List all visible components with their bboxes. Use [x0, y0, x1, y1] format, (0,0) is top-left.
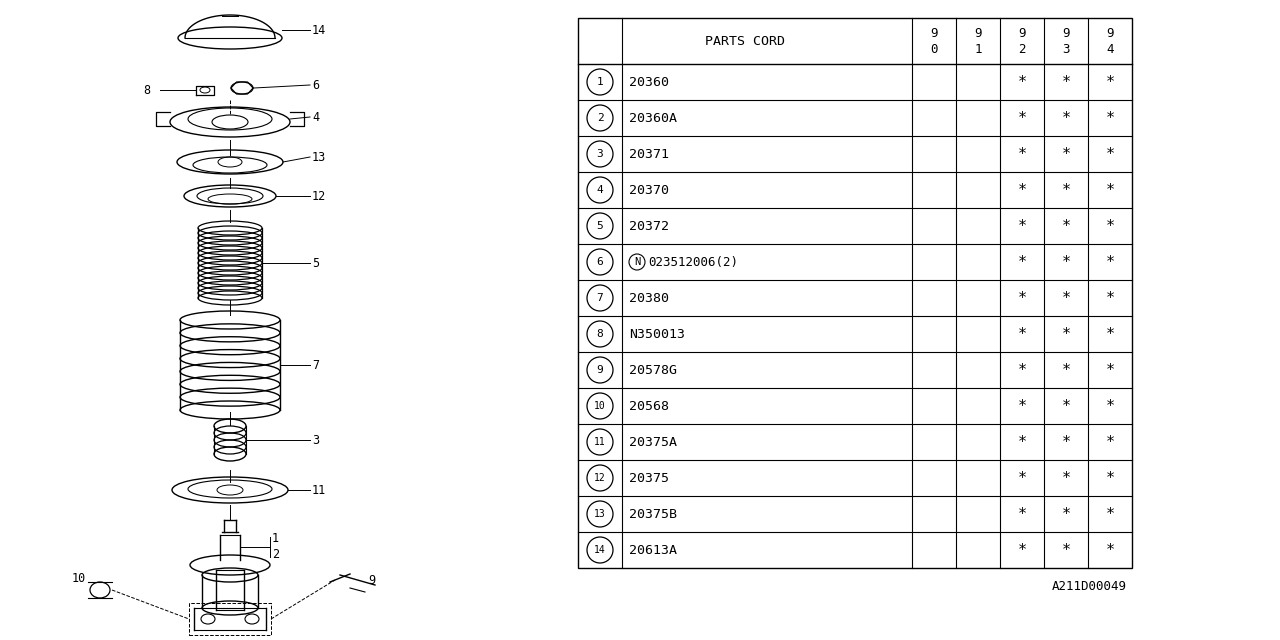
Text: 9: 9 [931, 26, 938, 40]
Text: 2: 2 [596, 113, 603, 123]
Text: *: * [1061, 111, 1070, 125]
Text: *: * [1106, 326, 1115, 342]
Text: *: * [1018, 111, 1027, 125]
Text: *: * [1018, 291, 1027, 305]
Text: 14: 14 [312, 24, 326, 36]
Text: 3: 3 [1062, 42, 1070, 56]
Text: *: * [1061, 470, 1070, 486]
Text: 5: 5 [312, 257, 319, 269]
Text: 9: 9 [974, 26, 982, 40]
Text: *: * [1106, 399, 1115, 413]
Text: *: * [1061, 147, 1070, 161]
Text: 14: 14 [594, 545, 605, 555]
Text: 8: 8 [143, 83, 150, 97]
Text: *: * [1061, 399, 1070, 413]
Text: *: * [1061, 255, 1070, 269]
Text: *: * [1061, 362, 1070, 378]
Text: *: * [1018, 182, 1027, 198]
Text: 9: 9 [1062, 26, 1070, 40]
Text: *: * [1018, 470, 1027, 486]
Text: *: * [1018, 326, 1027, 342]
Text: 1: 1 [596, 77, 603, 87]
Text: 9: 9 [1106, 26, 1114, 40]
Text: 7: 7 [312, 358, 319, 371]
Text: 7: 7 [596, 293, 603, 303]
Text: 20360A: 20360A [628, 111, 677, 125]
Text: *: * [1018, 506, 1027, 522]
Text: 3: 3 [596, 149, 603, 159]
Text: 1: 1 [974, 42, 982, 56]
Text: 4: 4 [312, 111, 319, 124]
Text: *: * [1061, 506, 1070, 522]
Text: *: * [1106, 362, 1115, 378]
Text: 20613A: 20613A [628, 543, 677, 557]
Text: 4: 4 [1106, 42, 1114, 56]
Text: 20380: 20380 [628, 291, 669, 305]
Text: *: * [1106, 111, 1115, 125]
Text: 023512006(2): 023512006(2) [648, 255, 739, 269]
Text: *: * [1106, 147, 1115, 161]
Text: 20370: 20370 [628, 184, 669, 196]
Text: 1: 1 [273, 532, 279, 545]
Text: 9: 9 [1019, 26, 1025, 40]
Text: *: * [1106, 255, 1115, 269]
Text: *: * [1018, 218, 1027, 234]
Text: *: * [1106, 435, 1115, 449]
Text: *: * [1061, 182, 1070, 198]
Text: 20375B: 20375B [628, 508, 677, 520]
Text: *: * [1061, 543, 1070, 557]
Text: N: N [634, 257, 640, 267]
Text: *: * [1061, 291, 1070, 305]
Text: 9: 9 [369, 573, 375, 586]
Text: 11: 11 [312, 483, 326, 497]
Text: *: * [1106, 291, 1115, 305]
Text: 5: 5 [596, 221, 603, 231]
Text: 13: 13 [594, 509, 605, 519]
Text: 11: 11 [594, 437, 605, 447]
Text: N350013: N350013 [628, 328, 685, 340]
Text: *: * [1018, 435, 1027, 449]
Text: *: * [1018, 74, 1027, 90]
Text: 20372: 20372 [628, 220, 669, 232]
Text: *: * [1106, 543, 1115, 557]
Text: 20360: 20360 [628, 76, 669, 88]
Text: 20578G: 20578G [628, 364, 677, 376]
Text: *: * [1061, 435, 1070, 449]
Text: 2: 2 [1019, 42, 1025, 56]
Text: A211D00049: A211D00049 [1052, 579, 1126, 593]
Text: 12: 12 [312, 189, 326, 202]
Text: 0: 0 [931, 42, 938, 56]
Text: *: * [1018, 543, 1027, 557]
Text: *: * [1106, 74, 1115, 90]
Text: *: * [1018, 399, 1027, 413]
Text: *: * [1106, 506, 1115, 522]
Text: 20568: 20568 [628, 399, 669, 413]
Text: 10: 10 [594, 401, 605, 411]
Text: 6: 6 [596, 257, 603, 267]
Text: 12: 12 [594, 473, 605, 483]
Text: 10: 10 [72, 572, 86, 584]
Text: 13: 13 [312, 150, 326, 163]
Text: 20375A: 20375A [628, 435, 677, 449]
Text: *: * [1061, 326, 1070, 342]
Text: *: * [1106, 470, 1115, 486]
Text: *: * [1018, 255, 1027, 269]
Text: *: * [1018, 362, 1027, 378]
Text: *: * [1106, 218, 1115, 234]
Text: 8: 8 [596, 329, 603, 339]
Text: 9: 9 [596, 365, 603, 375]
Text: PARTS CORD: PARTS CORD [705, 35, 785, 47]
Text: *: * [1061, 74, 1070, 90]
Text: *: * [1061, 218, 1070, 234]
Text: 3: 3 [312, 433, 319, 447]
Bar [579, 18, 1132, 568]
Text: 6: 6 [312, 79, 319, 92]
Text: *: * [1018, 147, 1027, 161]
Text: 4: 4 [596, 185, 603, 195]
Text: *: * [1106, 182, 1115, 198]
Text: 20375: 20375 [628, 472, 669, 484]
Text: 20371: 20371 [628, 147, 669, 161]
Text: 2: 2 [273, 547, 279, 561]
